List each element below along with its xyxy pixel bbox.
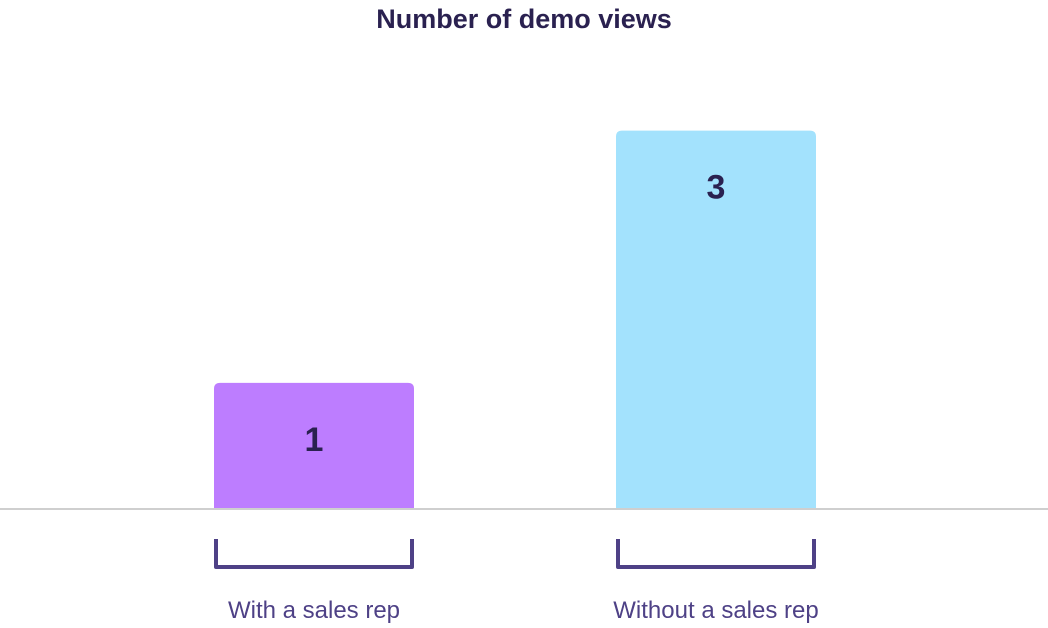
category-label: With a sales rep	[228, 597, 400, 624]
bar-value-label: 1	[305, 421, 324, 459]
category-bracket	[616, 539, 816, 569]
category-labels: With a sales rep Without a sales rep	[228, 597, 819, 624]
chart-title: Number of demo views	[376, 4, 672, 34]
bar-1	[214, 382, 414, 509]
category-bracket	[214, 539, 414, 569]
bar-value-label: 3	[707, 169, 726, 207]
category-brackets	[214, 539, 816, 569]
category-label: Without a sales rep	[613, 597, 818, 624]
bars-group: 13	[214, 130, 816, 509]
bar-2	[616, 130, 816, 509]
